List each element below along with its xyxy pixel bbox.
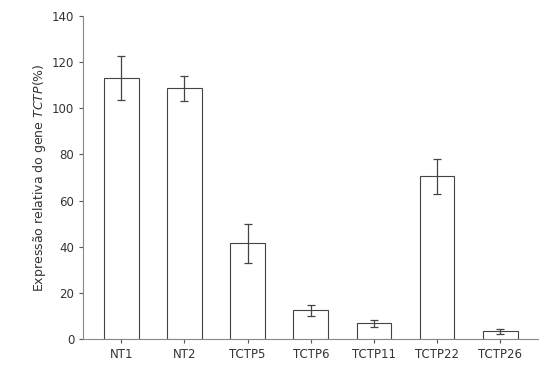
Bar — [104, 78, 139, 339]
Bar — [483, 331, 518, 339]
Bar — [420, 176, 455, 339]
Bar — [167, 89, 202, 339]
Bar — [230, 243, 265, 339]
Bar — [357, 323, 391, 339]
Y-axis label: Expressão relativa do gene $\mathit{TCTP}$(%): Expressão relativa do gene $\mathit{TCTP… — [31, 63, 48, 292]
Bar — [294, 310, 328, 339]
